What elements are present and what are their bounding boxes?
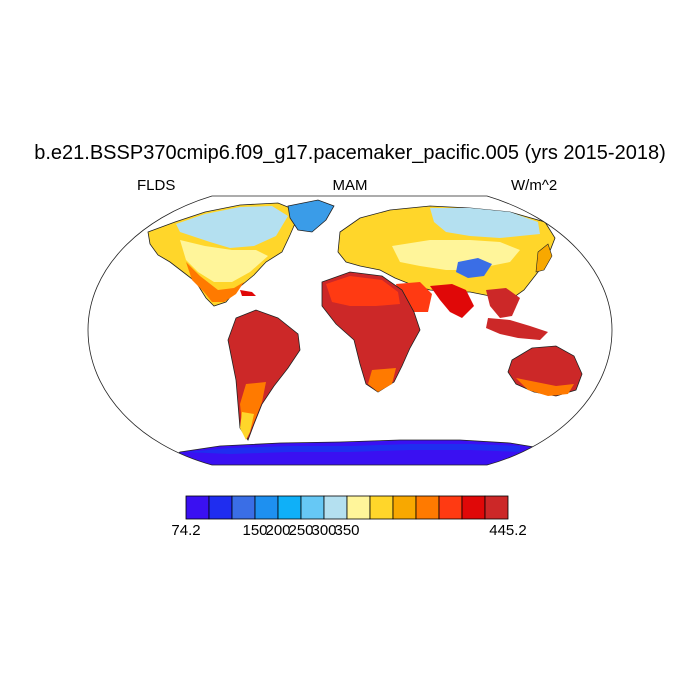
colorbar-tick-label: 300 bbox=[311, 522, 337, 539]
colorbar-tick-label: 250 bbox=[288, 522, 314, 539]
colorbar-swatch bbox=[346, 495, 371, 520]
colorbar-swatch bbox=[415, 495, 440, 520]
variable-label: FLDS bbox=[137, 177, 176, 194]
south-america bbox=[227, 309, 301, 441]
plot-title: b.e21.BSSP370cmip6.f09_g17.pacemaker_pac… bbox=[34, 142, 666, 164]
greenland bbox=[287, 199, 335, 233]
siberia bbox=[430, 208, 540, 238]
colorbar-swatch bbox=[484, 495, 509, 520]
colorbar-swatch bbox=[392, 495, 417, 520]
map-boundary bbox=[87, 195, 613, 466]
colorbar-swatch bbox=[461, 495, 486, 520]
north-america-south bbox=[186, 262, 244, 302]
north-america-cold bbox=[176, 206, 288, 248]
tibet bbox=[456, 258, 492, 278]
colorbar-swatch bbox=[185, 495, 210, 520]
colorbar bbox=[185, 495, 509, 520]
colorbar-swatch bbox=[254, 495, 279, 520]
antarctica-edge bbox=[186, 444, 520, 454]
north-america-mid bbox=[180, 240, 268, 282]
colorbar-swatch bbox=[277, 495, 302, 520]
colorbar-tick-label: 350 bbox=[334, 522, 360, 539]
colorbar-swatch bbox=[231, 495, 256, 520]
sahara bbox=[326, 276, 400, 306]
colorbar-swatch bbox=[323, 495, 348, 520]
australia-south bbox=[516, 378, 574, 396]
south-asia bbox=[430, 284, 474, 318]
colorbar-tick-label: 445.2 bbox=[489, 522, 527, 539]
indonesia bbox=[486, 318, 548, 340]
colorbar-tick-label: 74.2 bbox=[171, 522, 201, 539]
units-label: W/m^2 bbox=[511, 177, 558, 194]
colorbar-swatch bbox=[208, 495, 233, 520]
colorbar-tick-label: 200 bbox=[265, 522, 291, 539]
southeast-asia bbox=[486, 288, 520, 318]
colorbar-swatch bbox=[438, 495, 463, 520]
caribbean bbox=[240, 290, 256, 296]
south-africa bbox=[368, 368, 396, 392]
japan bbox=[535, 243, 553, 273]
season-label: MAM bbox=[332, 177, 368, 194]
south-america-tip bbox=[240, 412, 254, 440]
continents bbox=[147, 199, 583, 465]
colorbar-swatch bbox=[369, 495, 394, 520]
colorbar-tick-label: 150 bbox=[242, 522, 268, 539]
colorbar-swatch bbox=[300, 495, 325, 520]
